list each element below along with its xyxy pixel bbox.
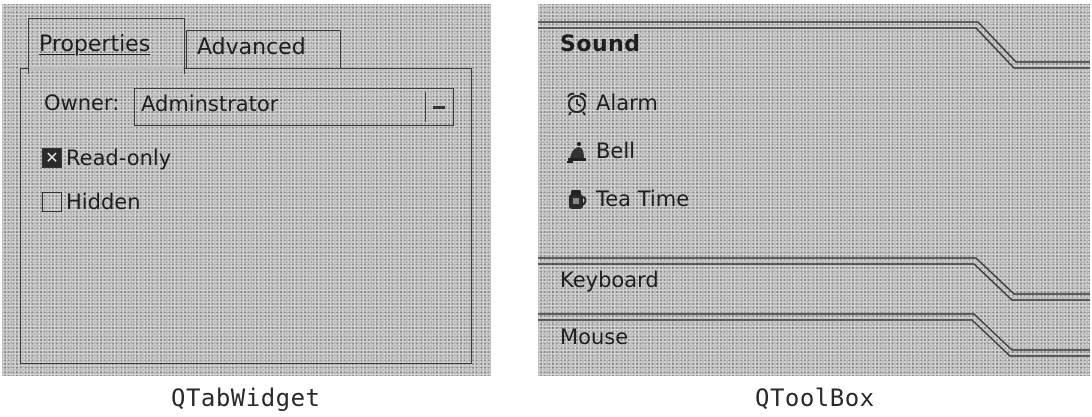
toolbox-section-keyboard[interactable]: Keyboard [560,268,659,292]
alarm-label: Alarm [596,91,658,115]
qtabwidget-caption: QTabWidget [171,384,321,412]
bell-icon [564,138,590,164]
tab-properties[interactable]: Properties [28,18,185,74]
checkbox-unchecked-icon[interactable] [42,192,62,212]
tool-box-panel: Sound Alarm Bell [538,4,1090,376]
dropdown-arrow-icon[interactable] [425,92,451,122]
alarm-clock-icon [564,90,590,116]
owner-combobox[interactable]: Adminstrator [134,88,454,126]
bell-label: Bell [596,139,635,163]
tea-time-label: Tea Time [596,187,690,211]
hidden-label: Hidden [66,190,141,214]
tab-properties-label: Properties [39,32,151,57]
tab-widget-panel: Properties Advanced Owner: Adminstrator … [2,4,491,376]
checkbox-checked-icon[interactable]: ✕ [42,148,62,168]
toolbox-item-bell[interactable]: Bell [564,138,635,164]
tea-pot-icon [564,186,590,212]
toolbox-section-lines [538,21,1090,357]
toolbox-section-mouse[interactable]: Mouse [560,325,629,349]
owner-label: Owner: [44,91,120,115]
tab-advanced-label: Advanced [197,35,306,60]
hidden-checkbox[interactable]: Hidden [42,190,141,214]
owner-selected-value: Adminstrator [141,92,279,116]
tab-advanced[interactable]: Advanced [186,30,341,68]
toolbox-item-alarm[interactable]: Alarm [564,90,658,116]
tab-page-frame [20,67,472,364]
toolbox-item-tea-time[interactable]: Tea Time [564,186,689,212]
read-only-label: Read-only [66,146,172,170]
read-only-checkbox[interactable]: ✕ Read-only [42,146,171,170]
qtoolbox-caption: QToolBox [755,384,875,412]
toolbox-section-sound[interactable]: Sound [560,32,641,57]
